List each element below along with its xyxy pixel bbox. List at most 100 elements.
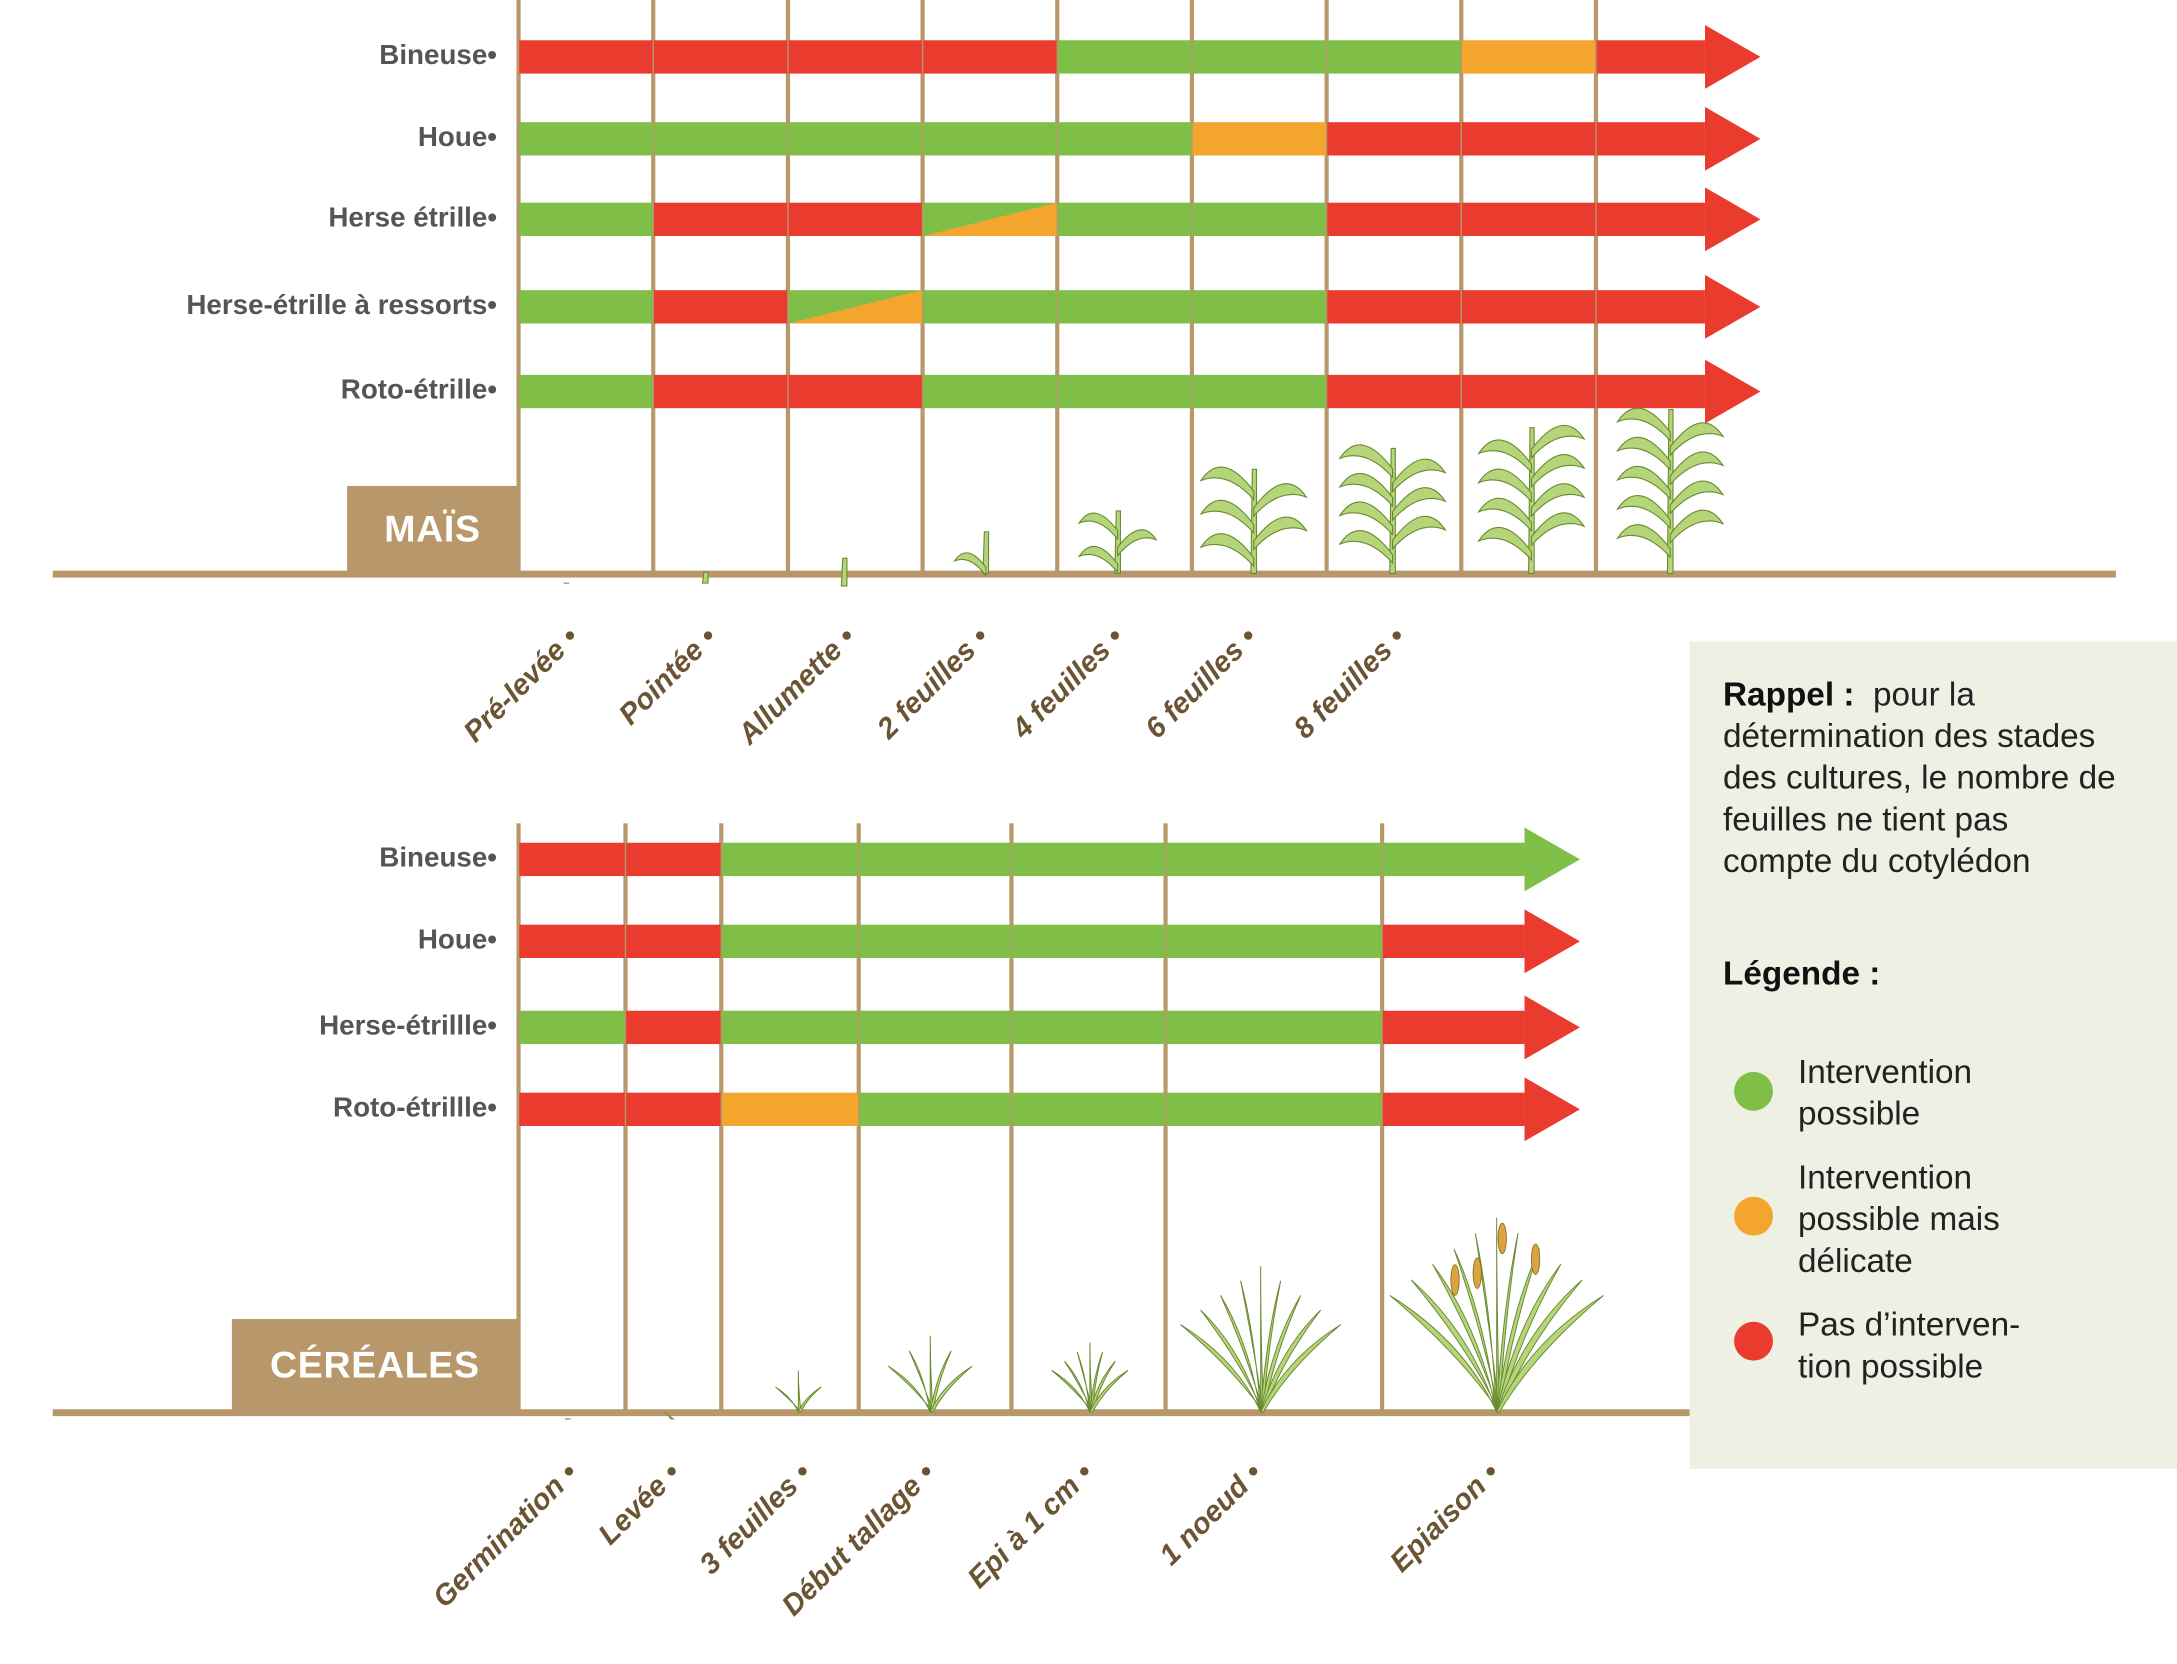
- bar-segment-possible: [923, 122, 1057, 156]
- stage-label-text: Epi à 1 cm •: [961, 1457, 1100, 1595]
- cereal-3-leaves-icon: [775, 1370, 822, 1413]
- mais-ground-line: [52, 570, 2116, 578]
- bar-segment-delicate: [721, 1092, 859, 1126]
- bar-segment-possible: [1012, 924, 1165, 958]
- row-label-1: Houe•: [417, 122, 498, 153]
- cereales-crop-label: CÉRÉALES: [231, 1318, 518, 1412]
- stage-label-text: 8 feuilles •: [1287, 621, 1412, 746]
- stage-divider: [1380, 823, 1385, 1412]
- bar-segment-possible: [721, 842, 859, 877]
- bar-segment-impossible: [788, 202, 922, 237]
- bar-segment-impossible: [1596, 122, 1705, 156]
- bar-segment-possible: [653, 122, 788, 156]
- stage-divider: [856, 823, 861, 1412]
- bar-segment-possible: [1012, 1010, 1165, 1045]
- bar-segment-possible: [859, 924, 1011, 958]
- pointee-plant-icon: [701, 571, 709, 584]
- seed-icon: [563, 582, 570, 584]
- bar-segment-impossible: [1596, 40, 1705, 74]
- stage-label-text: 1 noeud •: [1154, 1457, 1269, 1572]
- bar-segment-impossible: [519, 1092, 625, 1126]
- bar-segment-possible: [788, 122, 922, 156]
- arrowhead-icon: [1704, 106, 1761, 171]
- bar-segment-possible: [519, 1010, 625, 1045]
- allumette-plant-icon: [840, 557, 848, 587]
- bar-segment-impossible: [1327, 122, 1461, 156]
- rappel-title: Rappel :: [1722, 676, 1855, 714]
- stage-divider: [1189, 0, 1195, 574]
- legend-panel: Rappel : pour la détermination des stade…: [1689, 641, 2177, 1469]
- row-label-0: Bineuse•: [379, 40, 498, 71]
- row-label-0: Bineuse•: [379, 842, 498, 874]
- bar-segment-impossible: [626, 924, 721, 958]
- row-label-4: Roto-étrille•: [340, 374, 498, 406]
- maize-8-leaves-icon: [1338, 444, 1447, 574]
- stage-label-text: Epiaison •: [1384, 1457, 1507, 1579]
- stage-label-text: Pré-levée •: [458, 621, 586, 749]
- maize-12-leaves-icon: [1616, 407, 1725, 574]
- bar-segment-possible: [1192, 202, 1326, 237]
- bar-segment-possible: [721, 1010, 859, 1045]
- stage-label-text: Allumette •: [732, 621, 862, 751]
- bar-segment-impossible: [626, 842, 721, 877]
- legend-label: Intervention possible mais délicate: [1797, 1159, 2000, 1281]
- bar-segment-possible: [1166, 1092, 1382, 1126]
- bar-segment-impossible: [1382, 1092, 1525, 1126]
- stage-divider: [651, 0, 656, 574]
- arrowhead-icon: [1704, 187, 1761, 252]
- bar-segment-impossible: [1327, 202, 1461, 237]
- arrowhead-icon: [1704, 274, 1761, 339]
- cereales-ground-line: [52, 1409, 1690, 1417]
- bar-segment-possible: [1057, 202, 1192, 237]
- bar-segment-possible: [1192, 374, 1326, 409]
- bar-segment-impossible: [1596, 202, 1705, 237]
- arrowhead-icon: [1704, 359, 1761, 424]
- bar-segment-possible: [1166, 842, 1382, 877]
- bar-segment-delicate: [1192, 122, 1326, 156]
- bar-segment-impossible: [1596, 374, 1705, 409]
- bar-segment-possible: [923, 374, 1057, 409]
- bar-segment-possible: [1012, 842, 1165, 877]
- maize-4-leaves-icon: [1077, 510, 1158, 574]
- arrowhead-icon: [1524, 827, 1580, 892]
- bar-segment-impossible: [1382, 924, 1525, 958]
- bar-segment-transition: [788, 290, 922, 324]
- arrowhead-icon: [1524, 909, 1580, 974]
- stage-label-text: 3 feuilles •: [693, 1457, 818, 1581]
- bar-segment-possible: [519, 202, 653, 237]
- bar-segment-impossible: [519, 40, 653, 74]
- bar-segment-transition: [923, 202, 1057, 237]
- bar-segment-impossible: [519, 924, 625, 958]
- mais-crop-label: MAÏS: [347, 485, 518, 574]
- rappel-text: pour la détermination des stades des cul…: [1722, 676, 2116, 881]
- maize-2-leaves-icon: [953, 531, 990, 578]
- cereal-1-noeud-icon: [1180, 1266, 1342, 1413]
- bar-segment-impossible: [626, 1092, 721, 1126]
- stage-label-text: 2 feuilles •: [871, 621, 996, 746]
- stage-divider: [516, 823, 521, 1412]
- arrowhead-icon: [1524, 995, 1580, 1060]
- row-label-3: Roto-étrillle•: [333, 1092, 498, 1124]
- bar-segment-impossible: [519, 842, 625, 877]
- bar-segment-possible: [1012, 1092, 1165, 1126]
- stage-label-text: 6 feuilles •: [1139, 621, 1264, 746]
- stage-label-text: Germination •: [427, 1457, 585, 1615]
- bar-segment-possible: [519, 122, 653, 156]
- bar-segment-possible: [1192, 290, 1326, 324]
- legend-title: Légende :: [1722, 955, 1881, 993]
- bar-segment-impossible: [1327, 290, 1461, 324]
- stage-divider: [1009, 823, 1014, 1412]
- bar-segment-impossible: [1461, 374, 1596, 409]
- bar-segment-impossible: [653, 374, 788, 409]
- row-label-1: Houe•: [417, 924, 498, 956]
- row-label-3: Herse-étrille à ressorts•: [186, 290, 498, 321]
- bar-segment-possible: [1327, 40, 1461, 74]
- arrowhead-icon: [1704, 24, 1761, 89]
- bar-segment-possible: [1057, 122, 1192, 156]
- bar-segment-possible: [1382, 842, 1525, 877]
- bar-segment-possible: [1166, 924, 1382, 958]
- stage-label-text: Pointée •: [613, 621, 724, 732]
- row-label-2: Herse étrille•: [328, 202, 498, 234]
- bar-segment-impossible: [653, 40, 788, 74]
